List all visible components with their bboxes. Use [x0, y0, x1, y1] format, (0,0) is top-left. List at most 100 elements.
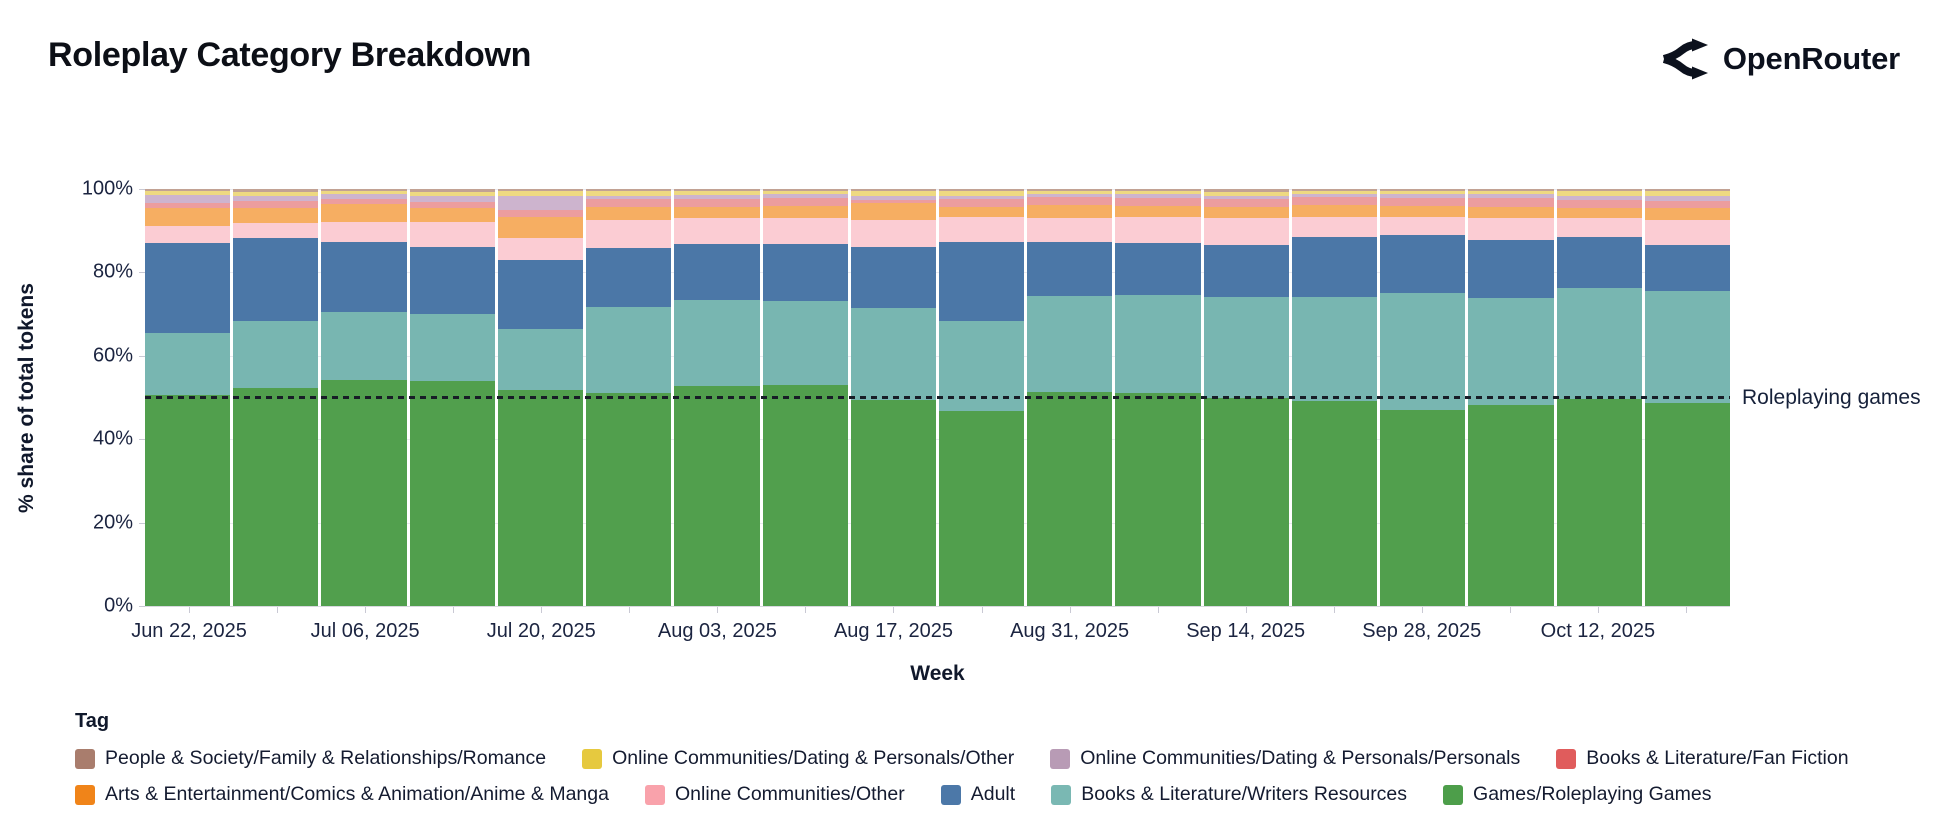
- bar-segment[interactable]: [1556, 195, 1642, 200]
- bar-segment[interactable]: [1115, 189, 1201, 192]
- bar-segment[interactable]: [497, 209, 584, 217]
- bar-segment[interactable]: [1027, 196, 1113, 205]
- bar-segment[interactable]: [1115, 217, 1201, 243]
- bar-segment[interactable]: [145, 225, 231, 244]
- bar-segment[interactable]: [233, 189, 319, 192]
- bar-segment[interactable]: [938, 196, 1025, 200]
- bar-segment[interactable]: [674, 244, 760, 300]
- bar-segment[interactable]: [1468, 189, 1554, 192]
- bar-segment[interactable]: [850, 308, 936, 401]
- bar-segment[interactable]: [674, 189, 760, 192]
- bar-segment[interactable]: [586, 392, 672, 606]
- bar-segment[interactable]: [409, 189, 495, 192]
- bar-week-jun-29-2025[interactable]: [233, 189, 319, 606]
- bar-segment[interactable]: [850, 203, 936, 221]
- bar-segment[interactable]: [409, 196, 495, 202]
- bar-segment[interactable]: [850, 400, 936, 606]
- bar-segment[interactable]: [321, 194, 407, 199]
- bar-week-jul-20-2025[interactable]: [497, 189, 584, 606]
- bar-segment[interactable]: [409, 207, 495, 223]
- bar-segment[interactable]: [1027, 241, 1113, 297]
- bar-segment[interactable]: [1468, 194, 1554, 198]
- bar-segment[interactable]: [1644, 208, 1730, 221]
- legend-item-romance[interactable]: People & Society/Family & Relationships/…: [75, 747, 546, 770]
- bar-segment[interactable]: [850, 220, 936, 247]
- bar-segment[interactable]: [938, 216, 1025, 242]
- bar-segment[interactable]: [586, 195, 672, 199]
- bar-segment[interactable]: [938, 199, 1025, 207]
- bar-segment[interactable]: [1556, 208, 1642, 218]
- bar-segment[interactable]: [1027, 296, 1113, 392]
- legend-item-anime-manga[interactable]: Arts & Entertainment/Comics & Animation/…: [75, 783, 609, 806]
- bar-segment[interactable]: [1027, 194, 1113, 197]
- bar-week-aug-17-2025[interactable]: [850, 189, 936, 606]
- bar-week-sep-14-2025[interactable]: [1203, 189, 1289, 606]
- bar-segment[interactable]: [497, 196, 584, 210]
- bar-segment[interactable]: [762, 205, 848, 218]
- bar-segment[interactable]: [938, 191, 1025, 197]
- bar-segment[interactable]: [1291, 194, 1378, 197]
- bar-segment[interactable]: [233, 201, 319, 209]
- bar-segment[interactable]: [233, 223, 319, 238]
- bar-segment[interactable]: [674, 206, 760, 219]
- bar-segment[interactable]: [938, 410, 1025, 606]
- bar-segment[interactable]: [1468, 218, 1554, 240]
- bar-week-aug-31-2025[interactable]: [1027, 189, 1113, 606]
- bar-segment[interactable]: [1380, 197, 1466, 207]
- bar-segment[interactable]: [1291, 236, 1378, 298]
- bar-segment[interactable]: [1556, 217, 1642, 237]
- bar-segment[interactable]: [1556, 398, 1642, 606]
- bar-segment[interactable]: [1115, 242, 1201, 295]
- bar-week-aug-10-2025[interactable]: [762, 189, 848, 606]
- bar-segment[interactable]: [321, 311, 407, 380]
- bar-segment[interactable]: [497, 329, 584, 390]
- bar-segment[interactable]: [1556, 199, 1642, 209]
- bar-segment[interactable]: [321, 380, 407, 606]
- bar-segment[interactable]: [674, 199, 760, 207]
- bar-segment[interactable]: [1203, 296, 1289, 399]
- bar-week-aug-24-2025[interactable]: [938, 189, 1025, 606]
- bar-segment[interactable]: [1203, 199, 1289, 207]
- bar-segment[interactable]: [674, 194, 760, 200]
- bar-segment[interactable]: [1380, 234, 1466, 293]
- bar-segment[interactable]: [586, 207, 672, 221]
- bar-segment[interactable]: [1468, 239, 1554, 299]
- bar-segment[interactable]: [1380, 410, 1466, 606]
- bar-segment[interactable]: [938, 321, 1025, 411]
- bar-segment[interactable]: [938, 241, 1025, 322]
- bar-segment[interactable]: [586, 198, 672, 208]
- bar-segment[interactable]: [321, 241, 407, 312]
- bar-segment[interactable]: [1203, 206, 1289, 219]
- bar-segment[interactable]: [233, 321, 319, 389]
- bar-segment[interactable]: [145, 189, 231, 192]
- bar-segment[interactable]: [145, 333, 231, 395]
- bar-segment[interactable]: [409, 380, 495, 606]
- bar-segment[interactable]: [1468, 404, 1554, 606]
- bar-segment[interactable]: [1115, 392, 1201, 606]
- bar-segment[interactable]: [674, 299, 760, 386]
- legend-item-roleplaying-games[interactable]: Games/Roleplaying Games: [1443, 783, 1711, 806]
- bar-segment[interactable]: [145, 395, 231, 606]
- bar-segment[interactable]: [1644, 290, 1730, 403]
- bar-segment[interactable]: [1027, 190, 1113, 195]
- bar-segment[interactable]: [762, 301, 848, 386]
- bar-segment[interactable]: [1203, 398, 1289, 606]
- legend-item-personals[interactable]: Online Communities/Dating & Personals/Pe…: [1050, 747, 1520, 770]
- bar-segment[interactable]: [1203, 195, 1289, 200]
- bar-week-oct-05-2025[interactable]: [1468, 189, 1554, 606]
- bar-segment[interactable]: [233, 237, 319, 322]
- legend-item-fan-fiction[interactable]: Books & Literature/Fan Fiction: [1556, 747, 1849, 770]
- bar-segment[interactable]: [1115, 198, 1201, 207]
- bar-segment[interactable]: [1380, 216, 1466, 235]
- bar-segment[interactable]: [1291, 400, 1378, 606]
- bar-segment[interactable]: [1291, 196, 1378, 205]
- bar-segment[interactable]: [1644, 189, 1730, 192]
- bar-segment[interactable]: [1115, 294, 1201, 393]
- bar-segment[interactable]: [1644, 191, 1730, 197]
- bar-week-aug-03-2025[interactable]: [674, 189, 760, 606]
- bar-segment[interactable]: [1203, 191, 1289, 196]
- bar-segment[interactable]: [1380, 189, 1466, 192]
- bar-segment[interactable]: [1291, 190, 1378, 195]
- bar-segment[interactable]: [762, 244, 848, 302]
- bar-segment[interactable]: [145, 202, 231, 209]
